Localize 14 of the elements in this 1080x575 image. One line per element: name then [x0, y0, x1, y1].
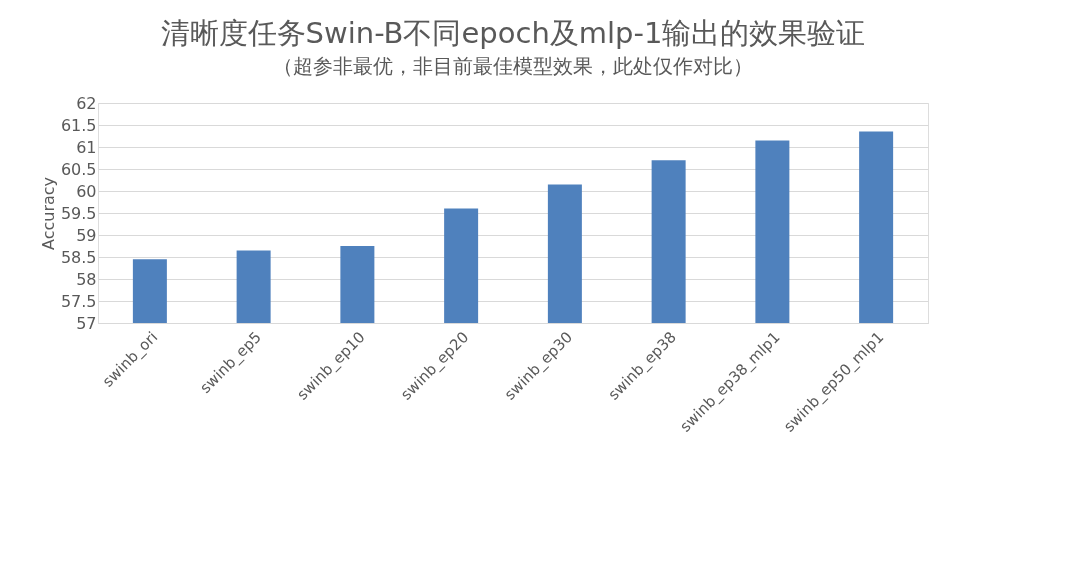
y-tick-label: 61.5	[60, 115, 97, 135]
y-tick-label: 62	[76, 93, 97, 113]
y-tick-label: 60.5	[60, 159, 97, 179]
chart-subtitle: （超参非最优，非目前最佳模型效果，此处仅作对比）	[273, 54, 753, 78]
y-axis-title: Accuracy	[38, 176, 58, 251]
y-tick-label: 59.5	[60, 203, 97, 223]
y-tick-label: 58	[76, 269, 97, 289]
y-tick-label: 57	[76, 313, 97, 333]
y-tick-label: 61	[76, 137, 97, 157]
y-tick-label: 57.5	[60, 291, 97, 311]
y-tick-label: 58.5	[60, 247, 97, 267]
y-tick-label: 60	[76, 181, 97, 201]
y-tick-label: 59	[76, 225, 97, 245]
chart-title: 清晰度任务Swin-B不同epoch及mlp-1输出的效果验证	[160, 16, 866, 50]
